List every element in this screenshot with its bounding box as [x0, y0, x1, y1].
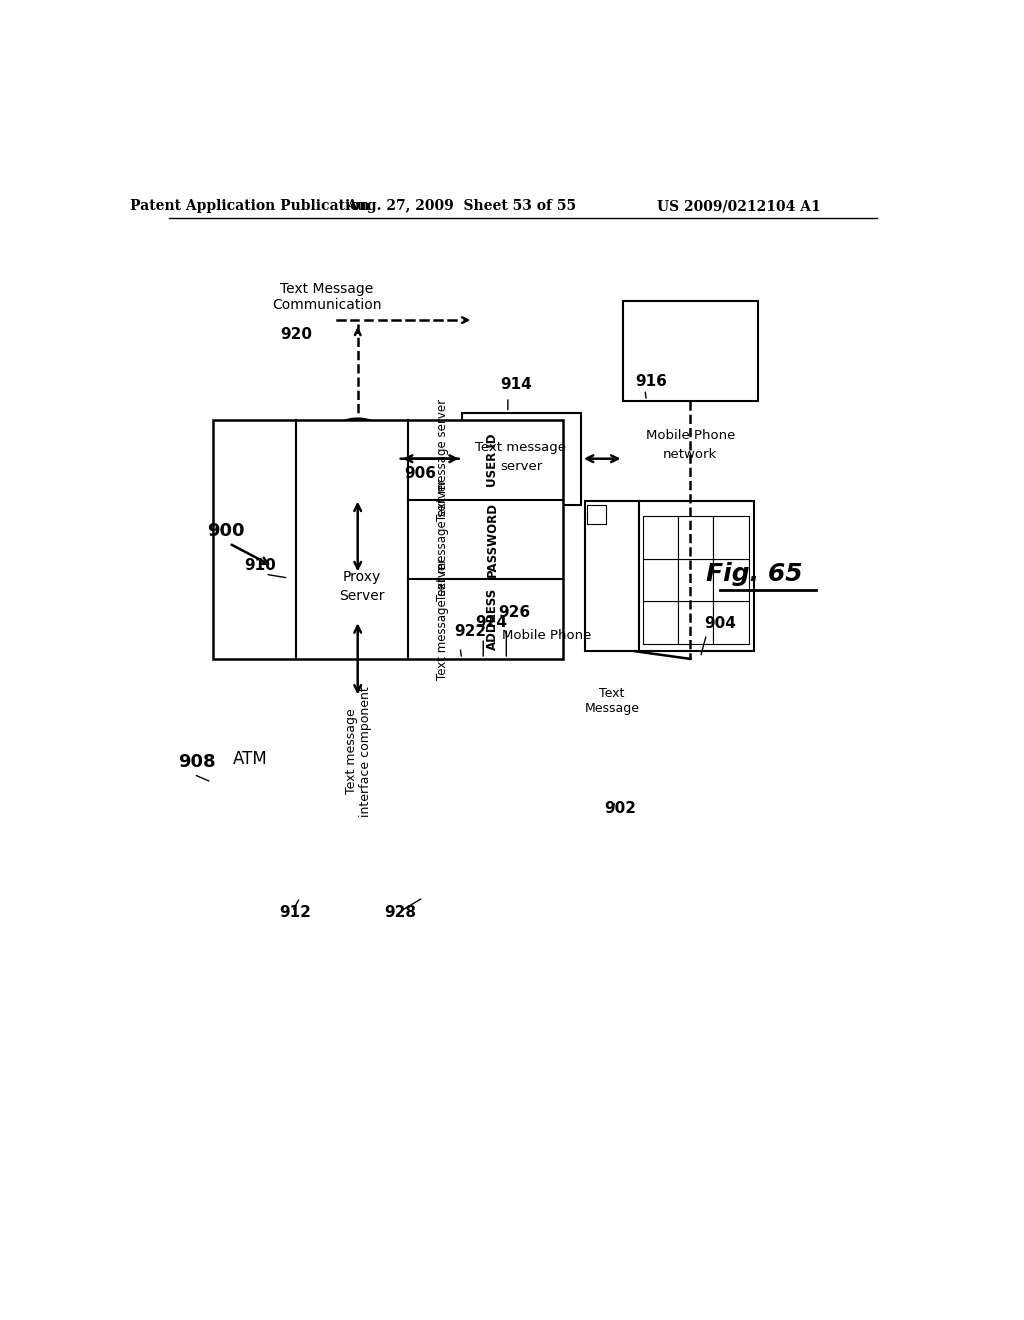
Text: Text: Text: [599, 686, 625, 700]
Text: ATM: ATM: [232, 750, 267, 768]
Text: ADDRESS: ADDRESS: [486, 587, 499, 651]
Bar: [678, 558, 714, 601]
Bar: [678, 516, 714, 558]
Text: Server: Server: [339, 589, 384, 603]
Text: 908: 908: [178, 752, 216, 771]
Text: 900: 900: [208, 521, 245, 540]
Bar: [290, 474, 432, 548]
Text: 914: 914: [500, 378, 531, 392]
Bar: [643, 601, 678, 644]
Text: Mobile Phone: Mobile Phone: [502, 630, 591, 643]
Bar: [462, 413, 581, 506]
Text: US 2009/0212104 A1: US 2009/0212104 A1: [657, 199, 820, 213]
Bar: [643, 516, 678, 558]
Text: Aug. 27, 2009  Sheet 53 of 55: Aug. 27, 2009 Sheet 53 of 55: [346, 199, 577, 213]
Bar: [624, 301, 758, 401]
Text: server: server: [500, 459, 542, 473]
Text: Text message server: Text message server: [436, 478, 449, 601]
Text: 906: 906: [403, 466, 436, 480]
Text: Mobile Phone: Mobile Phone: [646, 429, 735, 442]
Text: Message: Message: [585, 702, 639, 715]
Text: USER ID: USER ID: [486, 433, 499, 487]
Bar: [678, 601, 714, 644]
Text: 916: 916: [635, 374, 667, 388]
Text: Text message: Text message: [345, 709, 358, 795]
Text: 924: 924: [475, 615, 508, 630]
Bar: [714, 516, 749, 558]
Text: 928: 928: [385, 904, 417, 920]
Text: network: network: [664, 449, 718, 462]
Text: PASSWORD: PASSWORD: [486, 502, 499, 577]
Text: Text message server: Text message server: [436, 399, 449, 521]
Text: 922: 922: [454, 624, 486, 639]
Bar: [714, 601, 749, 644]
Text: 904: 904: [705, 616, 736, 631]
Bar: [213, 420, 563, 659]
Text: Text message: Text message: [475, 441, 566, 454]
Bar: [585, 502, 755, 651]
Text: 912: 912: [280, 904, 311, 920]
Bar: [643, 558, 678, 601]
Bar: [714, 558, 749, 601]
Text: 926: 926: [499, 605, 530, 619]
Text: interface component: interface component: [358, 686, 372, 817]
Text: 920: 920: [281, 327, 312, 342]
Text: Communication: Communication: [272, 297, 382, 312]
Bar: [587, 506, 606, 524]
Text: Text message server: Text message server: [436, 558, 449, 680]
Text: Proxy: Proxy: [342, 569, 381, 583]
Text: Patent Application Publication: Patent Application Publication: [130, 199, 370, 213]
Text: 902: 902: [604, 801, 636, 816]
Text: Fig. 65: Fig. 65: [706, 562, 803, 586]
Text: 910: 910: [245, 558, 276, 573]
Text: Text Message: Text Message: [281, 282, 374, 296]
